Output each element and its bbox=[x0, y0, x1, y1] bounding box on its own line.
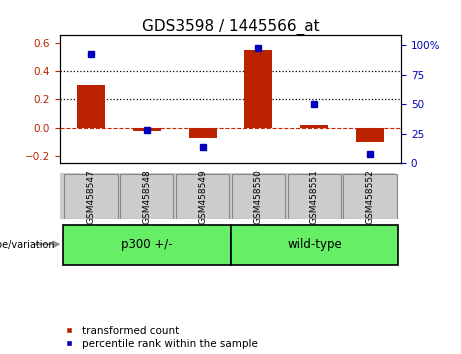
Text: GSM458550: GSM458550 bbox=[254, 169, 263, 224]
Title: GDS3598 / 1445566_at: GDS3598 / 1445566_at bbox=[142, 19, 319, 35]
Bar bbox=[133, 128, 160, 131]
Text: GSM458549: GSM458549 bbox=[198, 169, 207, 224]
FancyBboxPatch shape bbox=[64, 175, 118, 218]
Text: GSM458548: GSM458548 bbox=[142, 169, 151, 224]
FancyBboxPatch shape bbox=[230, 225, 398, 265]
Legend: transformed count, percentile rank within the sample: transformed count, percentile rank withi… bbox=[65, 326, 258, 349]
Bar bbox=[189, 128, 217, 138]
Text: GSM458551: GSM458551 bbox=[310, 169, 319, 224]
Bar bbox=[244, 50, 272, 128]
FancyBboxPatch shape bbox=[120, 175, 173, 218]
FancyBboxPatch shape bbox=[176, 175, 230, 218]
Text: genotype/variation: genotype/variation bbox=[0, 240, 55, 250]
Bar bbox=[77, 85, 105, 128]
Text: GSM458552: GSM458552 bbox=[366, 169, 375, 224]
FancyBboxPatch shape bbox=[343, 175, 397, 218]
FancyBboxPatch shape bbox=[288, 175, 341, 218]
Text: wild-type: wild-type bbox=[287, 238, 342, 251]
FancyBboxPatch shape bbox=[231, 175, 285, 218]
Bar bbox=[301, 125, 328, 128]
Text: p300 +/-: p300 +/- bbox=[121, 238, 172, 251]
Bar bbox=[356, 128, 384, 142]
Text: GSM458547: GSM458547 bbox=[86, 169, 95, 224]
FancyBboxPatch shape bbox=[63, 225, 230, 265]
